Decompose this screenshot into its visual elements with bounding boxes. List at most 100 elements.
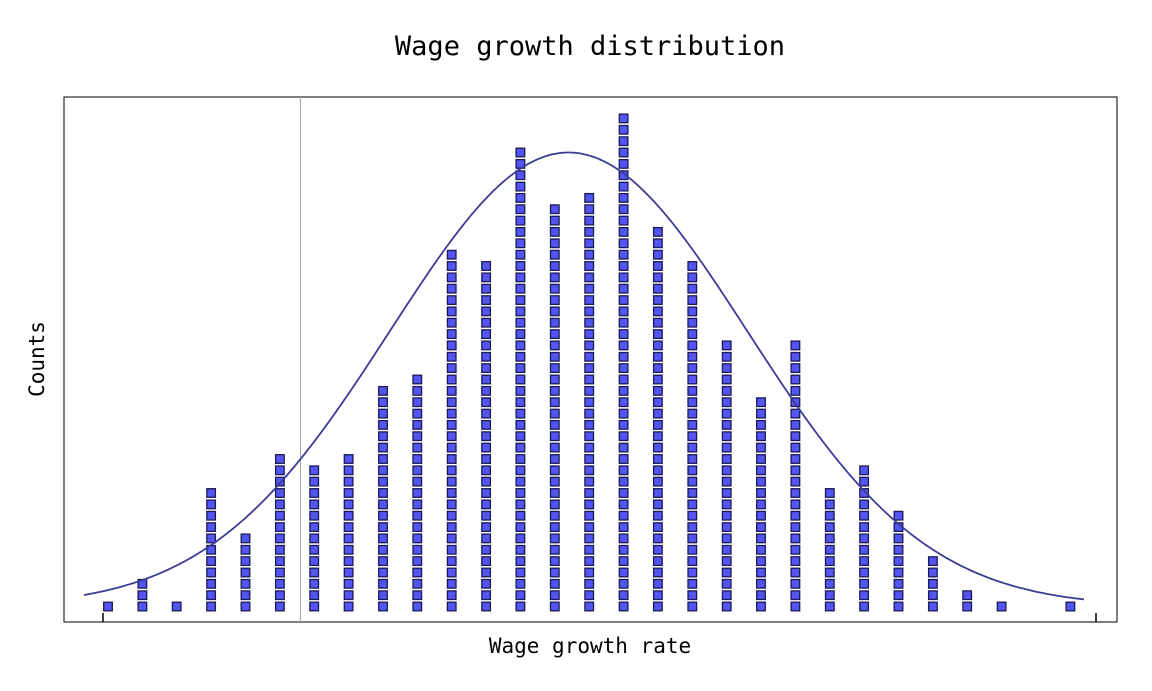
data-dot-bin-3	[206, 601, 217, 612]
data-dot-bin-13	[549, 340, 560, 351]
data-dot-bin-16	[652, 510, 663, 521]
data-dot-bin-19	[756, 419, 766, 430]
data-dot-bin-13	[549, 283, 560, 294]
data-dot-bin-6	[309, 578, 320, 589]
data-dot-bin-14	[584, 476, 595, 487]
data-dot-bin-16	[652, 556, 663, 567]
data-dot-bin-15	[618, 192, 629, 203]
data-dot-bin-11	[481, 556, 492, 567]
data-dot-bin-12	[515, 499, 526, 510]
data-dot-bin-15	[618, 158, 629, 169]
data-dot-bin-20	[790, 590, 801, 601]
data-dot-bin-13	[549, 317, 560, 328]
data-dot-bin-23	[893, 544, 904, 555]
data-dot-bin-18	[721, 351, 732, 362]
data-dot-bin-18	[721, 454, 732, 464]
data-dot-bin-17	[687, 567, 698, 578]
data-dot-bin-24	[927, 590, 938, 601]
data-dot-bin-10	[446, 454, 457, 464]
data-dot-bin-18	[721, 397, 732, 408]
data-dot-bin-16	[652, 306, 663, 317]
data-dot-bin-12	[515, 249, 526, 260]
data-dot-bin-20	[790, 601, 801, 612]
data-dot-bin-18	[721, 363, 732, 374]
data-dot-bin-25	[962, 590, 973, 601]
data-dot-bin-24	[927, 556, 938, 567]
data-dot-bin-12	[515, 522, 526, 533]
data-dot-bin-5	[274, 533, 285, 544]
data-dot-bin-9	[412, 454, 423, 464]
data-dot-bin-11	[481, 283, 492, 294]
data-dot-bin-17	[687, 510, 698, 521]
plot-area	[63, 96, 1118, 623]
data-dot-bin-18	[721, 578, 732, 589]
data-dot-bin-16	[652, 295, 663, 306]
data-dot-bin-18	[721, 567, 732, 578]
data-dot-bin-11	[481, 408, 492, 419]
data-dot-bin-10	[446, 283, 457, 294]
data-dot-bin-15	[618, 170, 629, 181]
data-dot-bin-4	[240, 601, 251, 612]
data-dot-bin-10	[446, 340, 457, 351]
data-dot-bin-17	[687, 578, 698, 589]
data-dot-bin-13	[549, 556, 560, 567]
data-dot-bin-9	[412, 465, 423, 476]
data-dot-bin-18	[721, 340, 732, 351]
data-dot-bin-3	[206, 567, 217, 578]
data-dot-bin-17	[687, 351, 698, 362]
data-dot-bin-20	[790, 419, 801, 430]
data-dot-bin-11	[481, 397, 492, 408]
data-dot-bin-11	[481, 317, 492, 328]
data-dot-bin-22	[859, 544, 870, 555]
data-dot-bin-14	[584, 590, 595, 601]
data-dot-bin-14	[584, 329, 595, 340]
data-dot-bin-6	[309, 510, 320, 521]
data-dot-bin-8	[378, 442, 388, 453]
data-dot-bin-12	[515, 385, 526, 396]
data-dot-bin-9	[412, 419, 423, 430]
data-dot-bin-14	[584, 249, 595, 260]
data-dot-bin-7	[343, 522, 354, 533]
data-dot-bin-3	[206, 556, 217, 567]
data-dot-bin-10	[446, 374, 457, 385]
data-dot-bin-0	[103, 601, 113, 612]
data-dot-bin-11	[481, 590, 492, 601]
data-dot-bin-18	[721, 408, 732, 419]
data-dot-bin-20	[790, 454, 801, 464]
data-dot-bin-11	[481, 431, 492, 442]
data-dot-bin-12	[515, 261, 526, 271]
data-dot-bin-11	[481, 419, 492, 430]
data-dot-bin-11	[481, 340, 492, 351]
data-dot-bin-20	[790, 522, 801, 533]
data-dot-bin-6	[309, 476, 320, 487]
data-dot-bin-18	[721, 544, 732, 555]
data-dot-bin-17	[687, 590, 698, 601]
data-dot-bin-16	[652, 454, 663, 464]
data-dot-bin-15	[618, 238, 629, 249]
data-dot-bin-19	[756, 442, 766, 453]
data-dot-bin-14	[584, 238, 595, 249]
data-dot-bin-5	[274, 578, 285, 589]
data-dot-bin-10	[446, 578, 457, 589]
data-dot-bin-14	[584, 419, 595, 430]
data-dot-bin-11	[481, 351, 492, 362]
data-dot-bin-14	[584, 499, 595, 510]
data-dot-bin-6	[309, 522, 320, 533]
data-dot-bin-21	[824, 601, 835, 612]
data-dot-bin-13	[549, 272, 560, 283]
data-dot-bin-21	[824, 578, 835, 589]
data-dot-bin-15	[618, 147, 629, 158]
data-dot-bin-17	[687, 283, 698, 294]
data-dot-bin-11	[481, 601, 492, 612]
data-dot-bin-14	[584, 454, 595, 464]
data-dot-bin-17	[687, 295, 698, 306]
data-dot-bin-25	[962, 601, 973, 612]
data-dot-bin-10	[446, 601, 457, 612]
y-axis-label: Counts	[25, 321, 49, 397]
data-dot-bin-14	[584, 567, 595, 578]
data-dot-bin-11	[481, 442, 492, 453]
data-dot-bin-19	[756, 556, 766, 567]
data-dot-bin-12	[515, 488, 526, 498]
data-dot-bin-8	[378, 544, 388, 555]
